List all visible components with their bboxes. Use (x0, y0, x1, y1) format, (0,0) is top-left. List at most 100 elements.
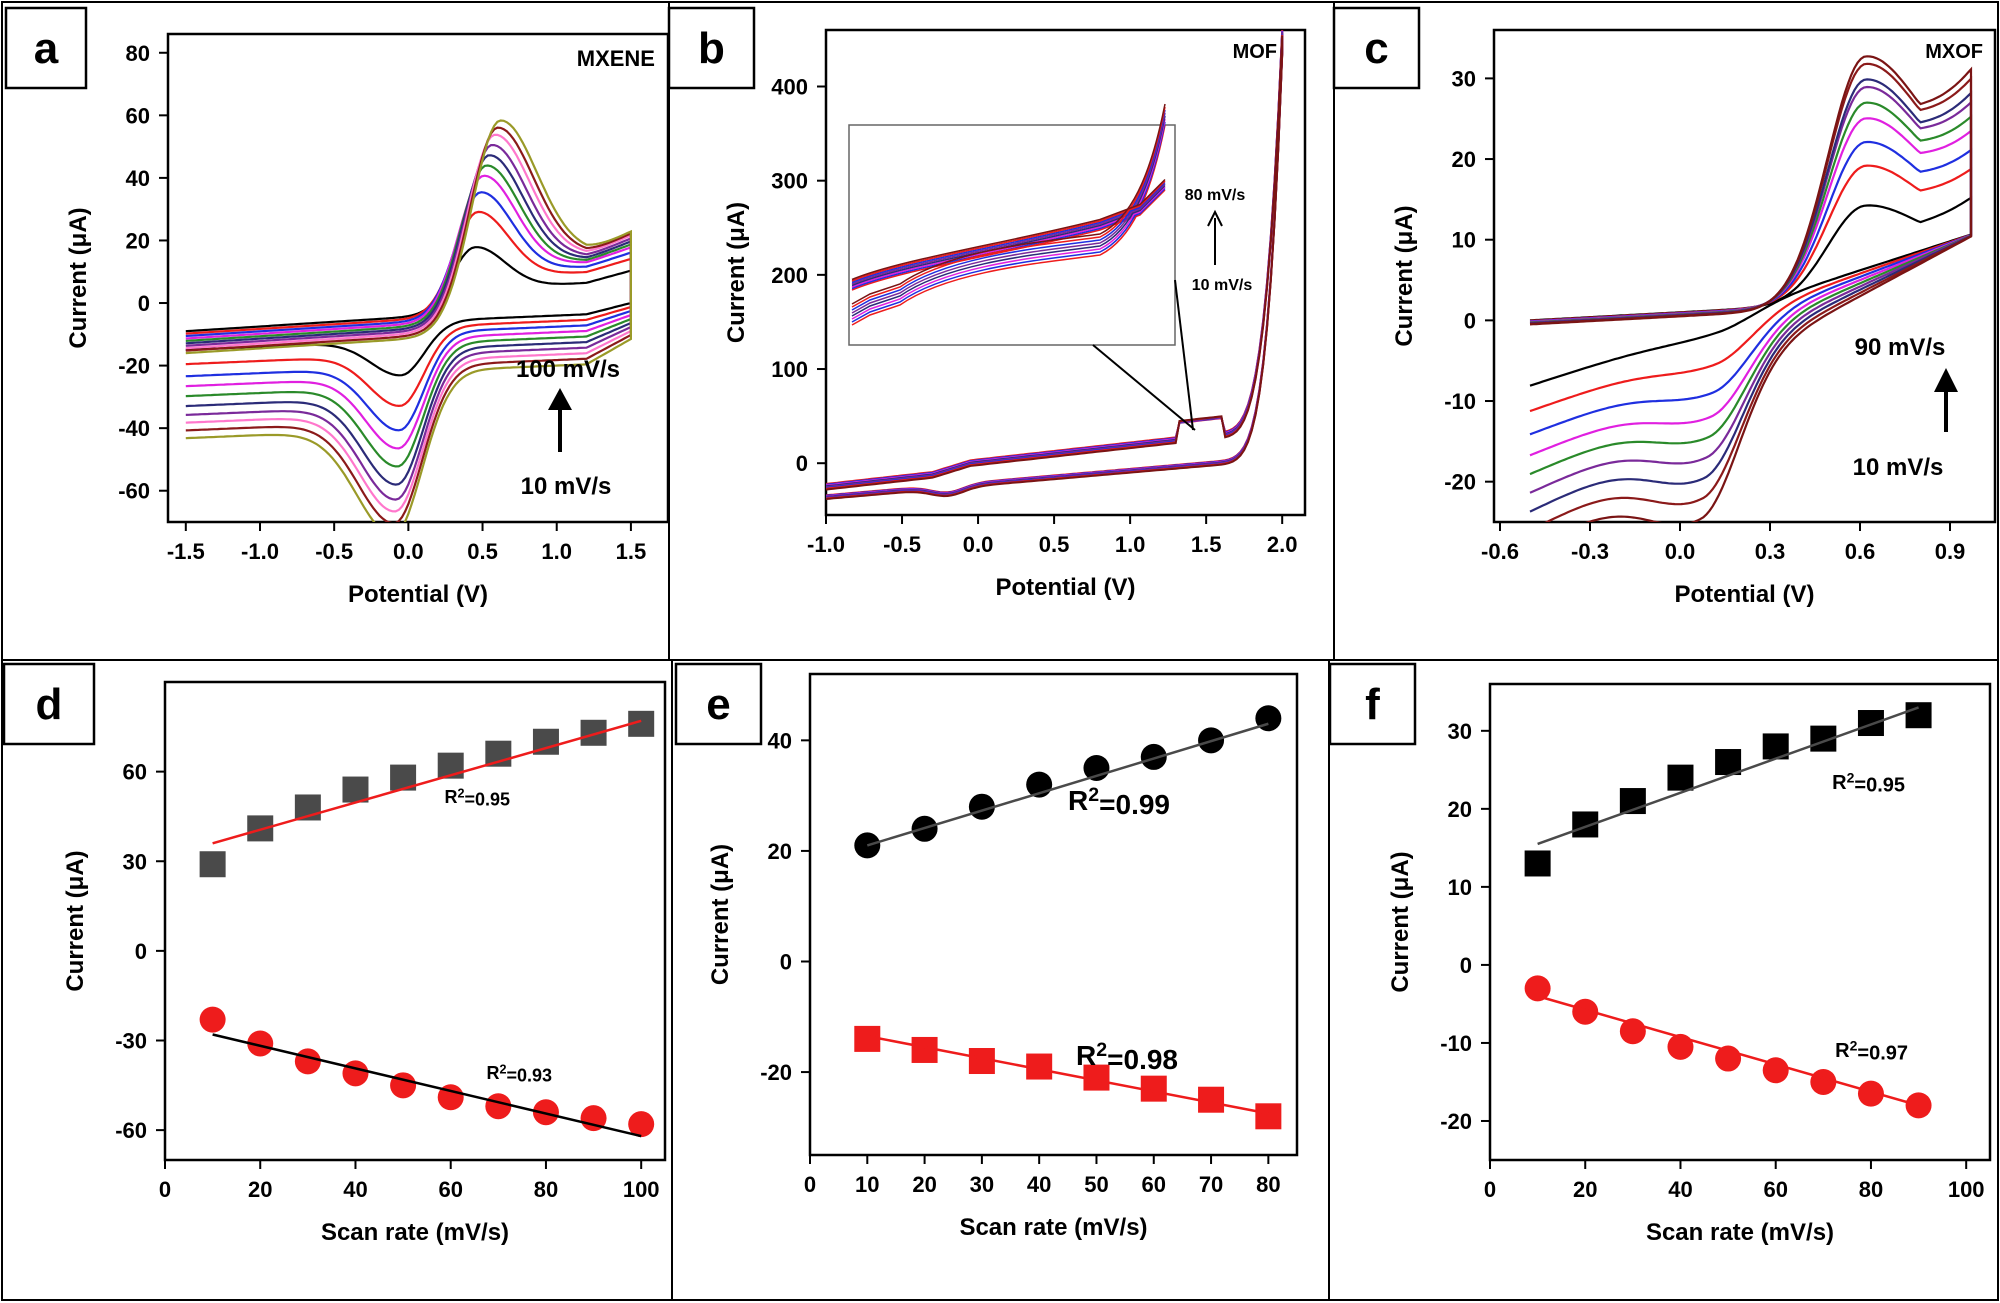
x-tick-label: 50 (1084, 1172, 1108, 1197)
fit-line (212, 1033, 642, 1138)
x-axis-label: Scan rate (mV/s) (1646, 1219, 1834, 1246)
plot-area (166, 32, 670, 524)
y-tick-label: 30 (123, 849, 147, 874)
r2-value: =0.93 (506, 1065, 552, 1085)
panel-label-box (4, 6, 88, 90)
data-point (1572, 998, 1599, 1025)
data-point (390, 1072, 417, 1099)
data-point (628, 1111, 655, 1138)
y-tick-label: 0 (1464, 308, 1476, 333)
y-axis-label: Current (μA) (707, 844, 734, 985)
x-tick-label: 60 (438, 1177, 462, 1202)
plot-area (1492, 28, 1997, 524)
data-point (1715, 749, 1742, 776)
x-tick-label: -1.0 (807, 532, 845, 557)
panel-letter: d (36, 680, 63, 729)
x-tick-label: 0.6 (1845, 539, 1876, 564)
x-tick-label: 60 (1142, 1172, 1166, 1197)
cv-curves (185, 119, 632, 522)
chart-b: b -1.0 -0.5 0.0 0.5 1.0 1.5 2.0 0 100 200 300 400 Pot… (667, 6, 1307, 601)
y-axis-label: Current (μA) (723, 202, 750, 343)
inset-box (848, 124, 1176, 346)
fit-line (212, 719, 642, 845)
y-tick-label: 10 (1448, 875, 1472, 900)
x-tick-label: 0.5 (1039, 532, 1070, 557)
x-axis-label: Scan rate (mV/s) (321, 1219, 509, 1246)
r2-exponent: 2 (1088, 784, 1099, 806)
panel-letter: b (698, 24, 725, 73)
panel-frame-e (671, 659, 1330, 1301)
x-tick-label: 0 (804, 1172, 816, 1197)
y-tick-label: 80 (126, 41, 150, 66)
panel-frame-f (1328, 659, 1999, 1301)
x-tick-label: 0.3 (1755, 539, 1786, 564)
r2-annotation: R2=0.95 (444, 786, 510, 809)
inset-curve (851, 115, 1166, 317)
y-tick-label: -20 (760, 1060, 792, 1085)
cv-curves (826, 30, 1284, 500)
x-tick-label: 20 (912, 1172, 936, 1197)
y-tick-label: 400 (771, 75, 808, 100)
inset-curve (851, 109, 1166, 311)
x-tick-label: 2.0 (1267, 532, 1298, 557)
data-point (294, 1048, 321, 1075)
arrow-head (1207, 209, 1223, 227)
y-tick-label: -60 (118, 479, 150, 504)
cv-curve (1529, 78, 1973, 513)
r2-value: =0.95 (1854, 775, 1905, 797)
data-point (1857, 710, 1884, 737)
r2-exponent: 2 (499, 1062, 506, 1076)
inset-label-top: 80 mV/s (1185, 187, 1246, 204)
x-tick-label: 80 (1256, 1172, 1280, 1197)
inset-curve (851, 183, 1166, 285)
chart-c: c -0.6 -0.3 0.0 0.3 0.6 0.9 -20 -10 0 10 20 30 Potent… (1332, 6, 1997, 608)
x-tick-label: 30 (970, 1172, 994, 1197)
x-tick-label: 100 (623, 1177, 660, 1202)
x-tick-label: 60 (1763, 1177, 1787, 1202)
data-point (247, 1030, 274, 1057)
x-tick-label: -0.3 (1571, 539, 1609, 564)
data-point (1667, 764, 1694, 791)
chart-title: MOF (1233, 41, 1277, 63)
cv-curve (1529, 164, 1973, 413)
r2-exponent: 2 (1096, 1039, 1107, 1061)
data-point (485, 1093, 512, 1120)
x-tick-label: -1.0 (241, 539, 279, 564)
r2-annotation: R2=0.98 (1076, 1039, 1178, 1075)
y-axis-label: Current (μA) (1387, 851, 1414, 992)
fit-line (1537, 994, 1919, 1107)
chart-title: MXOF (1925, 41, 1983, 63)
y-tick-label: -20 (1440, 1109, 1472, 1134)
r2-symbol: R (1835, 1040, 1850, 1062)
x-tick-label: 0 (1484, 1177, 1496, 1202)
fit-line (867, 1034, 1269, 1115)
x-tick-label: 20 (248, 1177, 272, 1202)
cv-curve (185, 191, 632, 432)
x-tick-label: -1.5 (167, 539, 205, 564)
series-anodic: R2=0.99 (854, 705, 1282, 859)
y-tick-label: 20 (126, 228, 150, 253)
r2-annotation: R2=0.93 (486, 1062, 552, 1085)
annotation-bottom: 10 mV/s (521, 473, 612, 500)
inset-curve (851, 106, 1166, 308)
x-tick-label: -0.5 (883, 532, 921, 557)
plot-area (808, 672, 1299, 1157)
r2-symbol: R (1068, 785, 1088, 816)
plot-area (824, 28, 1307, 517)
x-tick-label: 1.0 (541, 539, 572, 564)
data-point (1255, 1103, 1282, 1130)
r2-value: =0.95 (464, 789, 510, 809)
x-tick-label: 0.0 (1665, 539, 1696, 564)
cv-curves (1529, 55, 1973, 522)
data-point (199, 851, 226, 878)
r2-value: =0.98 (1107, 1044, 1178, 1075)
data-point (342, 1060, 369, 1087)
panel-letter: e (706, 680, 730, 729)
y-tick-label: -10 (1444, 389, 1476, 414)
y-tick-label: 200 (771, 263, 808, 288)
arrow-head (548, 388, 572, 410)
chart-d: d 0 20 40 60 80 100 -60 -30 0 30 60 Scan rate (mV/s)… (2, 662, 667, 1246)
r2-annotation: R2=0.95 (1832, 770, 1905, 797)
series-cathodic: R2=0.98 (854, 1025, 1282, 1130)
